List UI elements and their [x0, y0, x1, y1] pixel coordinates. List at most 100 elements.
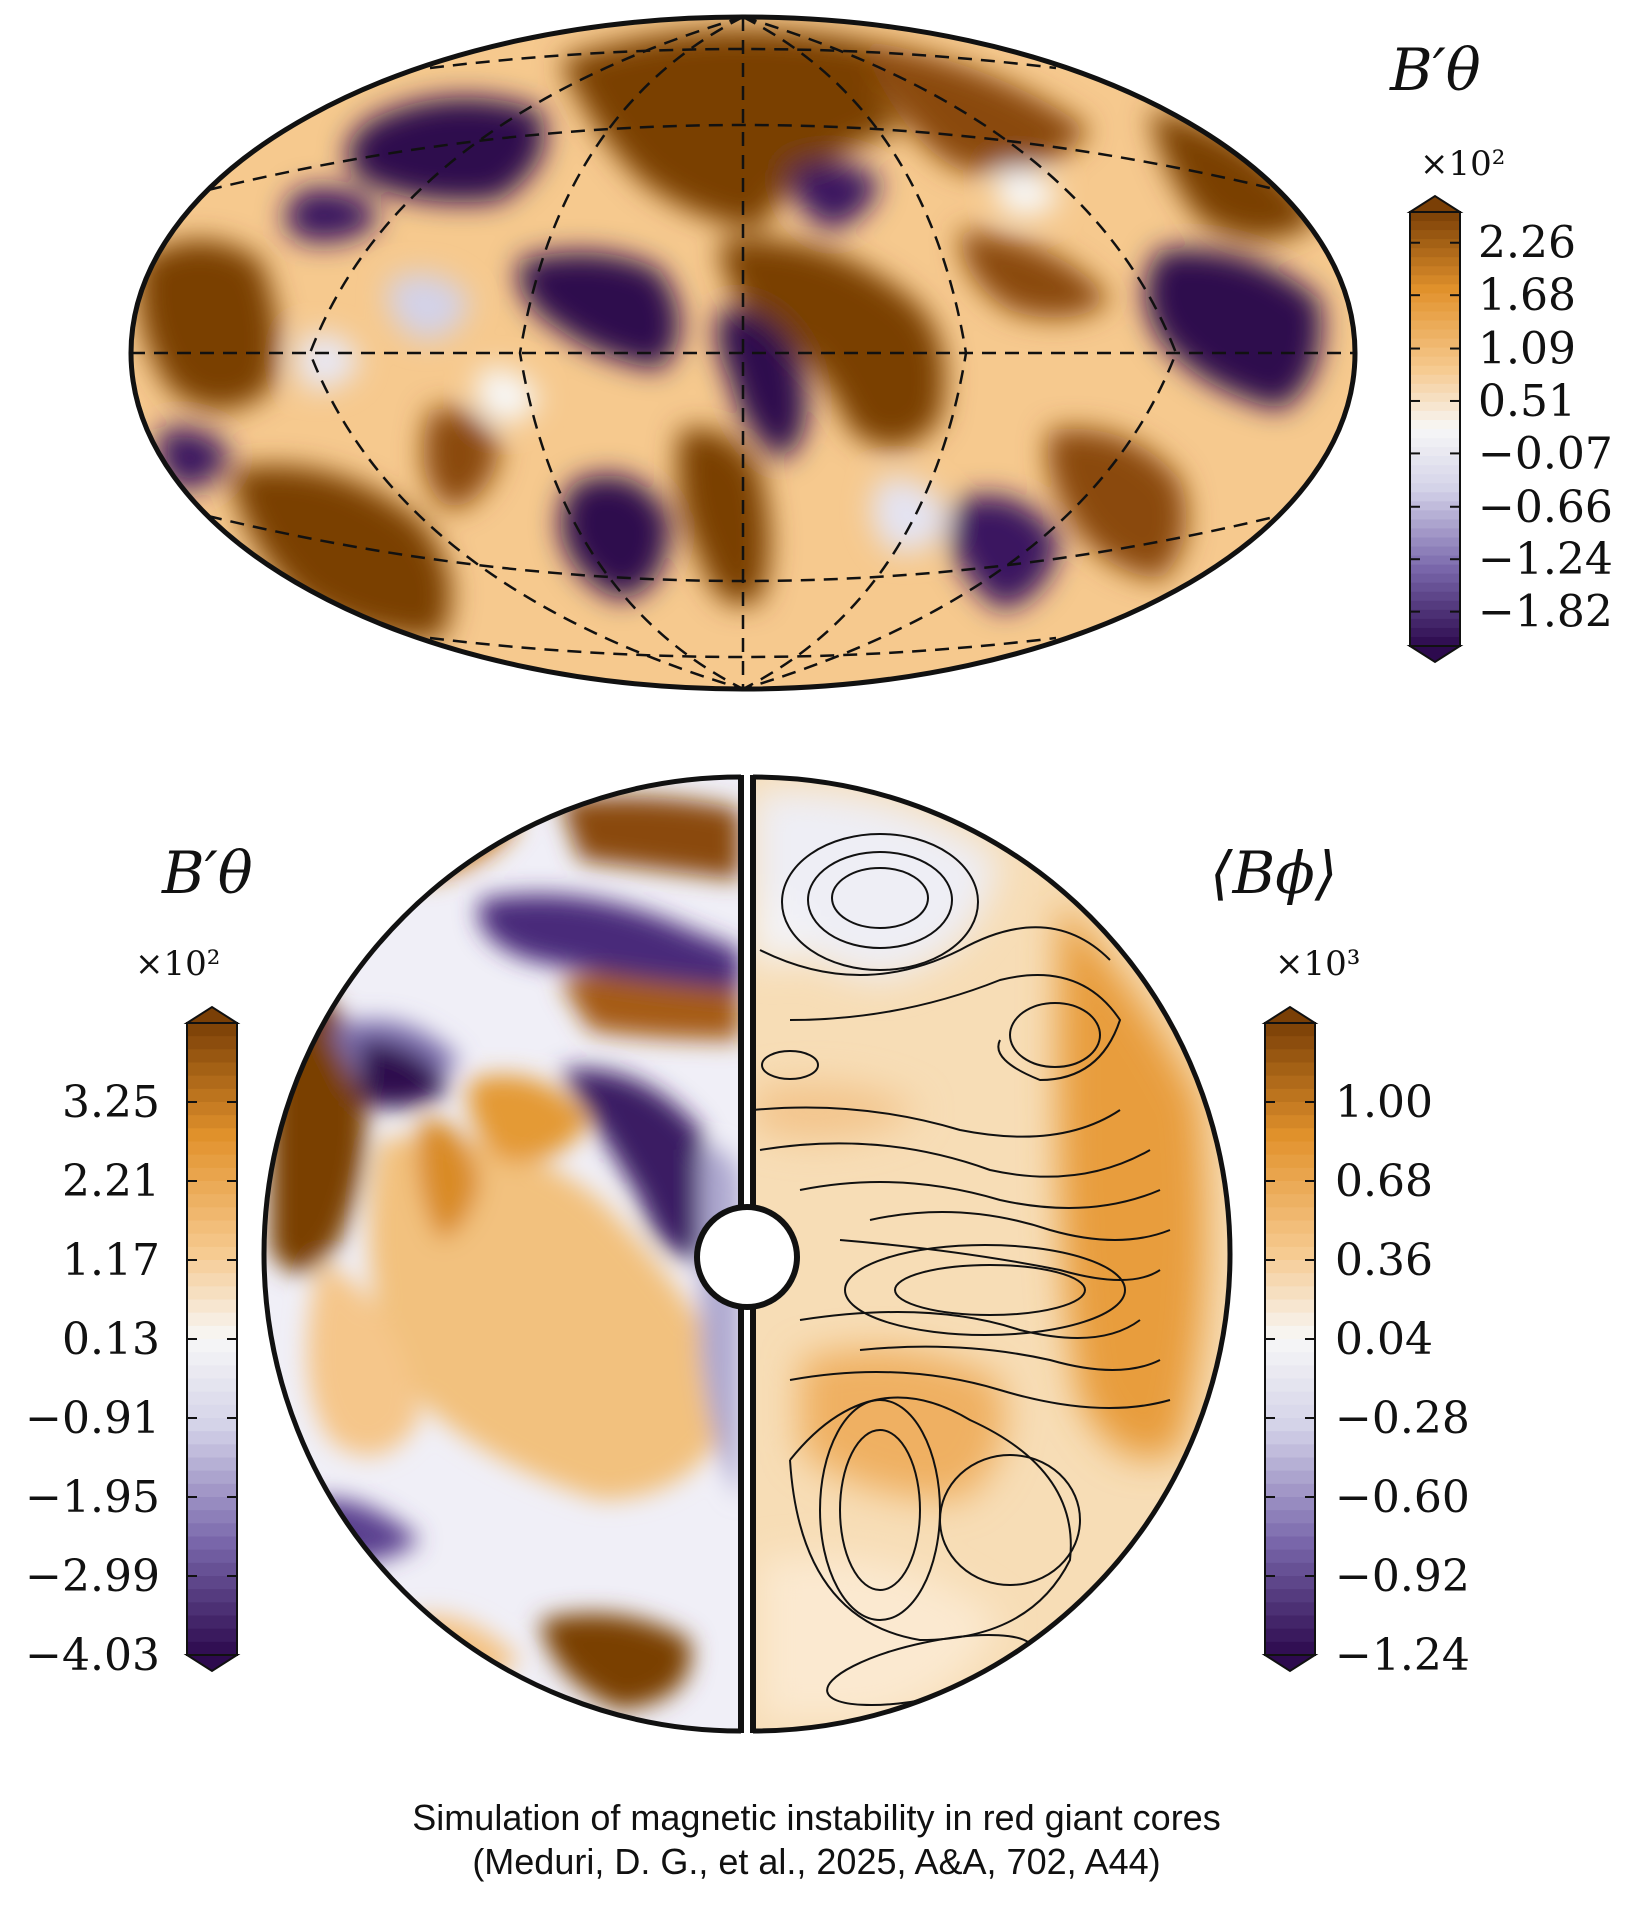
cb3-band [1265, 1615, 1315, 1630]
cb3-tick-label: −0.60 [1335, 1472, 1470, 1523]
cb2-band [187, 1365, 237, 1380]
cb1-band [1410, 501, 1460, 511]
cb1-tick-label: −1.24 [1478, 534, 1613, 585]
cb2-band [187, 1628, 237, 1643]
cb2-band [187, 1049, 237, 1064]
colorbar-right-label: ⟨Bϕ⟩ [1210, 839, 1337, 907]
cb1-band [1410, 447, 1460, 457]
cb3-band [1265, 1312, 1315, 1327]
cb1-band [1410, 600, 1460, 611]
cb2-band [187, 1457, 237, 1472]
cb3-band [1265, 1167, 1315, 1182]
cb3-band [1265, 1497, 1315, 1511]
colorbar-right-exponent: ×10³ [1275, 944, 1360, 984]
cb1-band [1410, 591, 1460, 602]
cb3-tick-label: 0.68 [1335, 1156, 1433, 1207]
cb2-band [187, 1576, 237, 1590]
cb3-band [1265, 1286, 1315, 1301]
cb1-tick-label: 1.09 [1478, 324, 1576, 375]
cb1-band [1410, 230, 1460, 240]
cb3-band [1265, 1576, 1315, 1590]
cb1-band [1410, 483, 1460, 493]
cb1-band [1410, 374, 1460, 385]
cb1-tick-label: 2.26 [1478, 218, 1576, 269]
cb3-band [1265, 1062, 1315, 1077]
cb3-band [1265, 1536, 1315, 1551]
caption-line-2: (Meduri, D. G., et al., 2025, A&A, 702, … [472, 1841, 1161, 1882]
cb3-band [1265, 1325, 1315, 1340]
cb1-band [1410, 582, 1460, 593]
cb2-band [187, 1167, 237, 1182]
cb3-band [1265, 1641, 1315, 1656]
cb2-band [187, 1562, 237, 1577]
cb2-tick-label: −2.99 [25, 1551, 160, 1602]
cb1-band [1410, 293, 1460, 304]
cb2-band [187, 1286, 237, 1301]
cb3-band [1265, 1470, 1315, 1485]
cb2-band [187, 1312, 237, 1327]
cb3-tick-label: −1.24 [1335, 1630, 1470, 1681]
cb2-band [187, 1352, 237, 1366]
cb3-tick-label: 1.00 [1335, 1077, 1433, 1128]
cb1-band [1410, 429, 1460, 439]
cb3-band [1265, 1049, 1315, 1064]
mollweide-map [128, 14, 1358, 692]
cb1-band [1410, 636, 1460, 647]
cb1-band [1410, 320, 1460, 331]
cb3-tick-label: 0.04 [1335, 1314, 1433, 1365]
cb2-band [187, 1075, 237, 1090]
cb2-band [187, 1128, 237, 1143]
cb1-band [1410, 564, 1460, 575]
cb1-band [1410, 383, 1460, 394]
cb3-band [1265, 1128, 1315, 1143]
cb2-band [187, 1062, 237, 1077]
cb2-band [187, 1589, 237, 1603]
cb3-band [1265, 1154, 1315, 1169]
meridional-slice-left [261, 774, 744, 1734]
cb1-band [1410, 401, 1460, 412]
cb2-band [187, 1023, 237, 1037]
cb1-band [1410, 528, 1460, 539]
cb1-band [1410, 248, 1460, 258]
cb1-band [1410, 329, 1460, 340]
cb3-band [1265, 1457, 1315, 1472]
cb3-tick-label: −0.92 [1335, 1551, 1470, 1602]
cb1-band [1410, 311, 1460, 322]
cb3-tick-label: −0.28 [1335, 1393, 1470, 1444]
cb2-band [187, 1602, 237, 1617]
cb2-band [187, 1246, 237, 1261]
cb1-frame [1409, 211, 1461, 647]
cb2-band [187, 1154, 237, 1169]
cb3-band [1265, 1589, 1315, 1603]
cb3-tick-label: 0.36 [1335, 1235, 1433, 1286]
cb1-band [1410, 492, 1460, 502]
colorbar-top: B′θ ×10² 2.261.681.090.51−0.07−0.66−1.24… [1389, 36, 1613, 664]
cb1-band [1410, 212, 1460, 222]
cb2-band [187, 1299, 237, 1314]
cb2-band [187, 1418, 237, 1432]
cb2-band [187, 1444, 237, 1459]
cb2-band [187, 1431, 237, 1445]
cb1-extend-min [1406, 645, 1464, 664]
cb2-tick-label: −0.91 [25, 1393, 160, 1444]
cb3-band [1265, 1233, 1315, 1248]
cb2-tick-label: −4.03 [25, 1630, 160, 1681]
cb3-band [1265, 1549, 1315, 1564]
cb1-band [1410, 284, 1460, 294]
cb1-band [1410, 338, 1460, 349]
cb3-band [1265, 1628, 1315, 1643]
cb3-band [1265, 1115, 1315, 1129]
cb2-band [187, 1141, 237, 1156]
cb2-band [187, 1536, 237, 1551]
cb2-band [187, 1088, 237, 1103]
colorbar-left-exponent: ×10² [135, 944, 220, 984]
cb2-band [187, 1483, 237, 1498]
cb3-band [1265, 1260, 1315, 1274]
cb3-band [1265, 1075, 1315, 1090]
cb3-band [1265, 1510, 1315, 1524]
cb1-band [1410, 456, 1460, 466]
cb2-band [187, 1115, 237, 1129]
cb3-band [1265, 1207, 1315, 1222]
cb2-band [187, 1510, 237, 1524]
